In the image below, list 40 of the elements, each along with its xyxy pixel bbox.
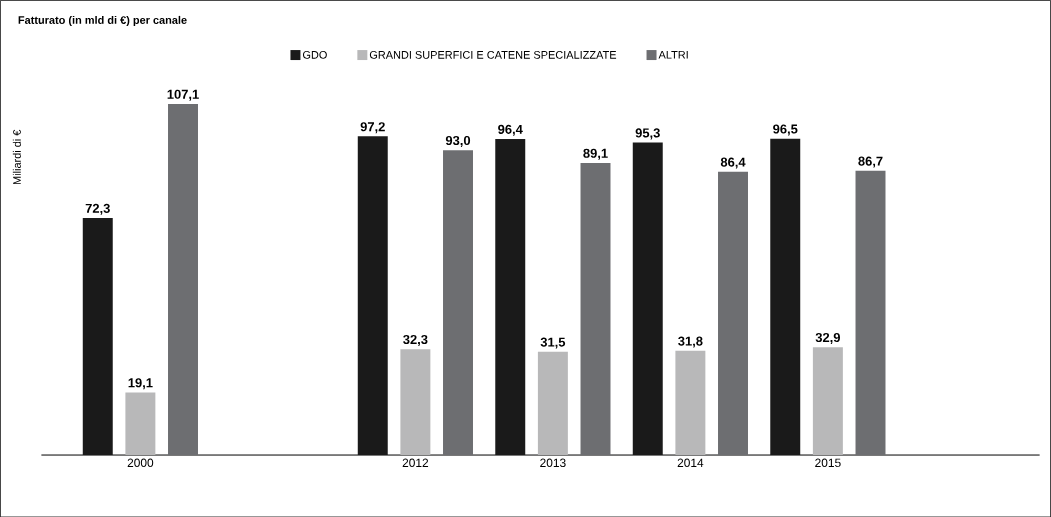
data-label: 32,3 xyxy=(403,334,428,346)
bar xyxy=(495,138,526,455)
bar xyxy=(718,171,748,455)
data-label: 86,7 xyxy=(858,156,883,168)
bar xyxy=(125,392,156,455)
bar xyxy=(537,351,568,455)
x-tick-label: 2015 xyxy=(815,458,841,467)
bar xyxy=(82,217,113,455)
bar xyxy=(580,162,611,455)
bar xyxy=(855,170,886,455)
legend-label: ALTRI xyxy=(658,50,688,59)
bar xyxy=(675,350,706,455)
x-tick-label: 2014 xyxy=(677,458,704,467)
data-label: 96,5 xyxy=(773,124,798,136)
data-label: 31,5 xyxy=(540,337,566,349)
legend-label: GDO xyxy=(302,50,327,59)
data-label: 89,1 xyxy=(583,148,608,160)
y-axis-title: Miliardi di € xyxy=(12,129,21,184)
x-tick-label: 2000 xyxy=(127,458,154,467)
data-label: 96,4 xyxy=(498,124,523,136)
legend-label: GRANDI SUPERFICI E CATENE SPECIALIZZATE xyxy=(369,50,617,59)
bar xyxy=(168,103,198,455)
data-label: 72,3 xyxy=(85,203,110,215)
data-label: 31,8 xyxy=(678,336,703,348)
x-tick-label: 2013 xyxy=(540,458,566,467)
bar xyxy=(632,142,663,455)
data-label: 97,2 xyxy=(360,121,385,133)
data-label: 93,0 xyxy=(445,135,471,147)
data-label: 19,1 xyxy=(128,377,153,390)
x-tick-label: 2012 xyxy=(402,458,429,467)
data-label: 86,4 xyxy=(720,157,746,169)
data-label: 95,3 xyxy=(635,128,660,140)
bar xyxy=(357,136,388,455)
data-label: 32,9 xyxy=(815,332,840,344)
chart-title: Fatturato (in mld di €) per canale xyxy=(18,15,187,26)
data-label: 107,1 xyxy=(167,89,199,101)
bar xyxy=(812,346,843,455)
bar xyxy=(443,149,473,455)
bar xyxy=(400,348,431,455)
bar xyxy=(770,138,801,455)
